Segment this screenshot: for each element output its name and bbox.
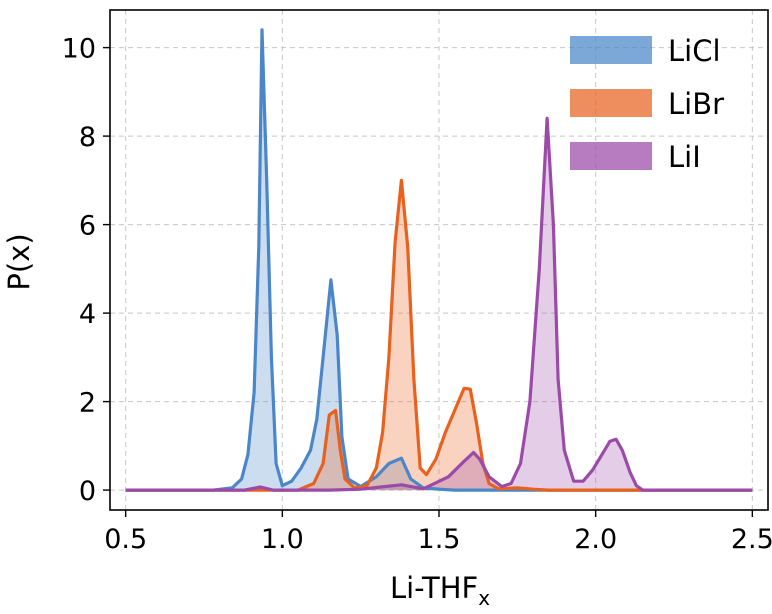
line-licl xyxy=(125,28,753,492)
x-axis-label-main: Li-THF xyxy=(390,571,478,605)
x-axis-label: Li-THFx xyxy=(390,571,490,610)
grid xyxy=(110,10,768,510)
x-tick-label: 2.0 xyxy=(574,524,617,555)
x-tick-label: 1.0 xyxy=(261,524,304,555)
line-lii xyxy=(125,116,753,492)
y-tick-label: 6 xyxy=(79,211,96,242)
area-licl xyxy=(125,29,753,491)
legend-label-licl: LiCl xyxy=(668,34,721,68)
legend-swatch-libr xyxy=(570,89,652,117)
y-tick-label: 8 xyxy=(79,122,96,153)
y-tick-label: 2 xyxy=(79,388,96,419)
legend-swatch-lii xyxy=(570,142,652,170)
x-tick-label: 0.5 xyxy=(104,524,147,555)
x-tick-label: 1.5 xyxy=(418,524,461,555)
series-areas xyxy=(125,29,753,491)
legend-label-lii: LiI xyxy=(668,140,701,174)
y-tick-label: 4 xyxy=(79,299,96,330)
ticks: 0.5 1.0 1.5 2.0 2.5 0 2 4 6 8 10 xyxy=(62,34,772,555)
x-axis-label-subscript: x xyxy=(478,586,490,610)
legend-swatch-licl xyxy=(570,36,652,64)
line-libr xyxy=(125,178,753,492)
y-axis-label: P(x) xyxy=(2,233,36,290)
y-tick-label: 0 xyxy=(79,476,96,507)
legend-label-libr: LiBr xyxy=(668,87,724,121)
x-tick-label: 2.5 xyxy=(731,524,772,555)
y-tick-label: 10 xyxy=(62,34,96,65)
series-lines xyxy=(125,28,753,492)
legend: LiCl LiBr LiI xyxy=(570,34,724,174)
